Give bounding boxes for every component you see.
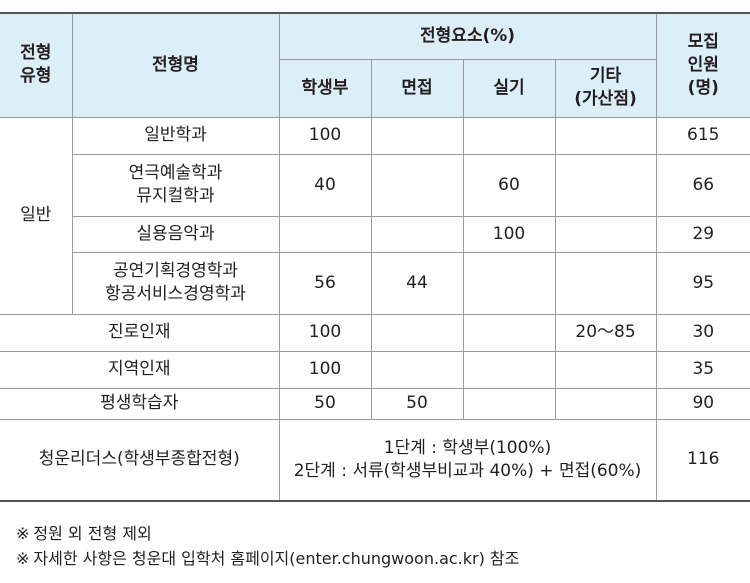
admission-quota-table: 전형 유형 전형명 전형요소(%) 모집 인원 (명) 학생부 면접 실기 기타… (0, 12, 750, 502)
row-name: 지역인재 (0, 350, 280, 389)
cell-quota: 90 (655, 387, 750, 420)
table-row: 청운리더스(학생부종합전형) 1단계 : 학생부(100%) 2단계 : 서류(… (0, 418, 750, 502)
group-label: 일반 (0, 116, 73, 315)
header-type: 전형 유형 (0, 12, 73, 118)
cell-interview (370, 153, 464, 217)
table-row: 진로인재 100 20～85 30 (0, 313, 750, 352)
cell-interview (370, 116, 464, 155)
note-mark: ※ (16, 524, 30, 543)
cell-record: 100 (278, 313, 372, 352)
row-name: 청운리더스(학생부종합전형) (0, 418, 280, 502)
footnotes: ※ 정원 외 전형 제외 ※ 자세한 사항은 청운대 입학처 홈페이지(enter.… (16, 521, 519, 571)
cell-other (554, 387, 657, 420)
cell-interview: 50 (370, 387, 464, 420)
header-name: 전형명 (71, 12, 280, 118)
cell-practical (462, 313, 556, 352)
cell-record: 56 (278, 251, 372, 315)
cell-interview (370, 350, 464, 389)
cell-interview: 44 (370, 251, 464, 315)
cell-quota: 35 (655, 350, 750, 389)
cell-other (554, 350, 657, 389)
cell-quota: 95 (655, 251, 750, 315)
table-row: 연극예술학과 뮤지컬학과 40 60 66 (0, 153, 750, 217)
table-row: 공연기획경영학과 항공서비스경영학과 56 44 95 (0, 251, 750, 315)
row-name: 평생학습자 (0, 387, 280, 420)
cell-quota: 30 (655, 313, 750, 352)
cell-other (554, 153, 657, 217)
cell-other (554, 116, 657, 155)
cell-record: 50 (278, 387, 372, 420)
header-row-1: 전형 유형 전형명 전형요소(%) 모집 인원 (명) (0, 12, 750, 118)
row-name: 실용음악과 (72, 215, 280, 253)
cell-practical (462, 387, 556, 420)
cell-quota: 29 (655, 215, 750, 253)
cell-record: 100 (278, 350, 372, 389)
cell-other (554, 251, 657, 315)
row-name: 공연기획경영학과 항공서비스경영학과 (72, 251, 280, 315)
row-name: 일반학과 (71, 116, 280, 155)
cell-quota: 615 (655, 116, 750, 155)
cell-practical (462, 350, 556, 389)
table-row: 일반 일반학과 100 615 (0, 116, 750, 315)
footnote: ※ 정원 외 전형 제외 (16, 521, 519, 546)
header-record: 학생부 (279, 58, 372, 118)
cell-interview (370, 215, 464, 253)
header-practical: 실기 (462, 58, 556, 118)
cell-interview (370, 313, 464, 352)
header-interview: 면접 (370, 58, 464, 118)
cell-practical (462, 116, 556, 155)
note-text: 자세한 사항은 청운대 입학처 홈페이지(enter.chungwoon.ac.… (33, 549, 520, 568)
cell-quota: 66 (655, 153, 750, 217)
cell-quota: 116 (655, 418, 750, 502)
stages-cell: 1단계 : 학생부(100%) 2단계 : 서류(학생부비교과 40%) + 면… (278, 418, 657, 502)
table-row: 평생학습자 50 50 90 (0, 387, 750, 420)
cell-record: 100 (278, 116, 372, 155)
cell-practical: 60 (462, 153, 556, 217)
cell-practical (462, 251, 556, 315)
note-mark: ※ (16, 549, 30, 568)
row-name: 진로인재 (0, 313, 280, 352)
header-quota: 모집 인원 (명) (655, 12, 750, 118)
table-row: 실용음악과 100 29 (0, 215, 750, 253)
cell-other (554, 215, 657, 253)
note-text: 정원 외 전형 제외 (33, 524, 152, 543)
header-other: 기타 (가산점) (554, 58, 657, 118)
cell-record: 40 (278, 153, 372, 217)
cell-other: 20～85 (554, 313, 657, 352)
footnote: ※ 자세한 사항은 청운대 입학처 홈페이지(enter.chungwoon.ac… (16, 546, 519, 571)
cell-practical: 100 (462, 215, 556, 253)
row-name: 연극예술학과 뮤지컬학과 (72, 153, 280, 217)
table-row: 지역인재 100 35 (0, 350, 750, 389)
cell-record (278, 215, 372, 253)
header-elements: 전형요소(%) (278, 12, 657, 60)
